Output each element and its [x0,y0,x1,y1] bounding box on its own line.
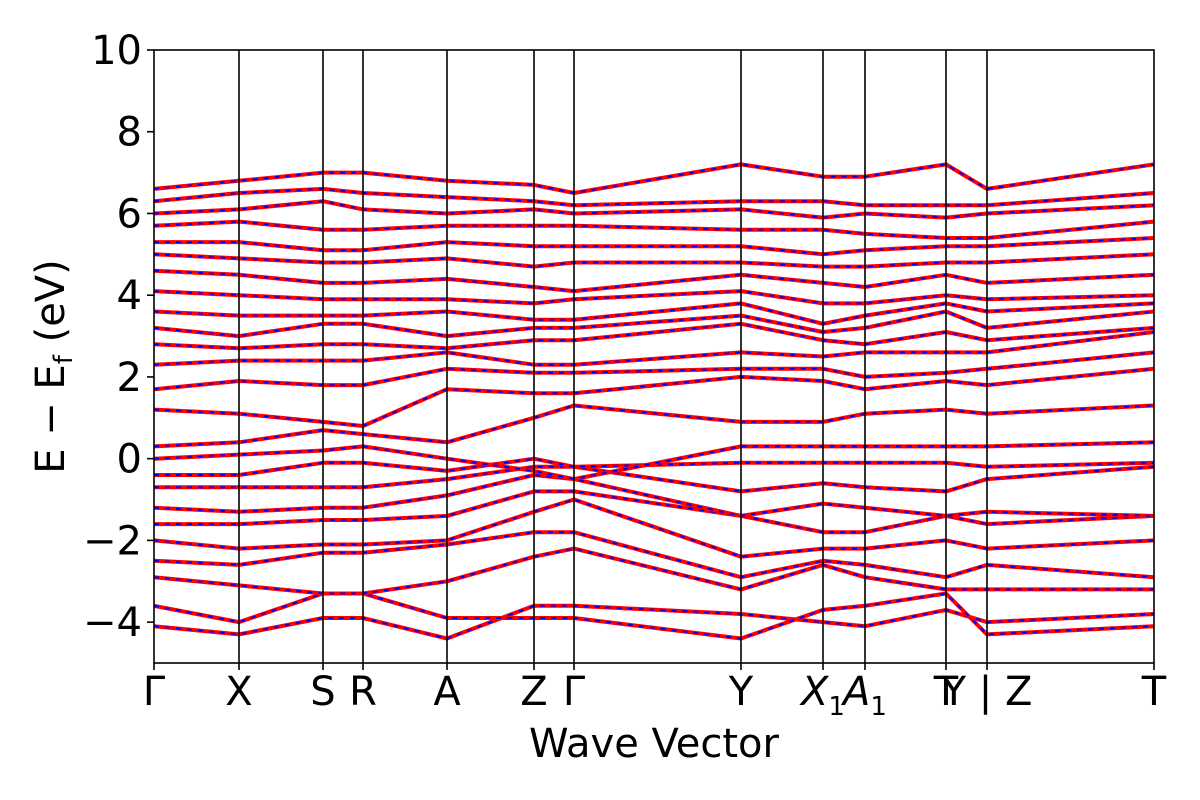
x-kpoint-label: R [349,669,377,715]
x-kpoint-label: Z [520,669,547,715]
x-kpoint-label: Y | Z [941,669,1033,715]
plot-frame [153,49,1155,664]
x-kpoint-label: X [225,669,252,715]
y-tick-label: 8 [117,110,142,156]
y-axis-title-unit [28,342,74,355]
x-kpoint-label: Y [728,669,754,715]
band-line-5 [154,530,1154,580]
x-kpoint-label: T [1141,669,1167,715]
y-tick-label: 6 [117,191,142,237]
y-tick-label: −4 [83,600,142,646]
kpoint-divider-lines [238,50,988,663]
x-kpoint-label: A [433,669,461,715]
y-tick-label: 4 [117,273,142,319]
y-tick-label: 2 [117,355,142,401]
x-kpoint-label: A1 [840,669,887,722]
band-line-15 [154,330,1154,367]
band-line-11 [154,440,1154,482]
band-line-10 [154,456,1154,477]
x-kpoint-label: S [310,669,335,715]
x-kpoint-label: T [933,669,959,715]
y-tick-label: −2 [83,518,142,564]
band-line-dashed-13 [154,367,1154,428]
band-line-9 [154,464,1154,494]
y-axis-ticks: −4 −2 0 2 4 6 8 10 [83,28,154,646]
bands-layer [154,162,1154,641]
band-line-12 [154,403,1154,449]
band-line-20 [154,268,1154,294]
x-axis-title: Wave Vector [529,721,780,767]
y-axis-title: E − Ef (eV) [28,259,79,474]
y-tick-label: 0 [117,437,142,483]
y-axis-title-main: E − E [28,364,74,474]
y-axis-title-sub: f [49,354,79,364]
x-kpoint-label: X1 [799,669,845,722]
band-line-19 [154,289,1154,306]
band-line-13 [154,366,1154,428]
y-tick-label: 10 [91,28,142,74]
x-kpoint-label: Γ [143,669,166,715]
y-axis-title-unit-text: (eV) [28,259,74,342]
band-line-8 [154,473,1154,518]
x-kpoint-label: Γ [563,669,586,715]
band-line-21 [154,252,1154,269]
